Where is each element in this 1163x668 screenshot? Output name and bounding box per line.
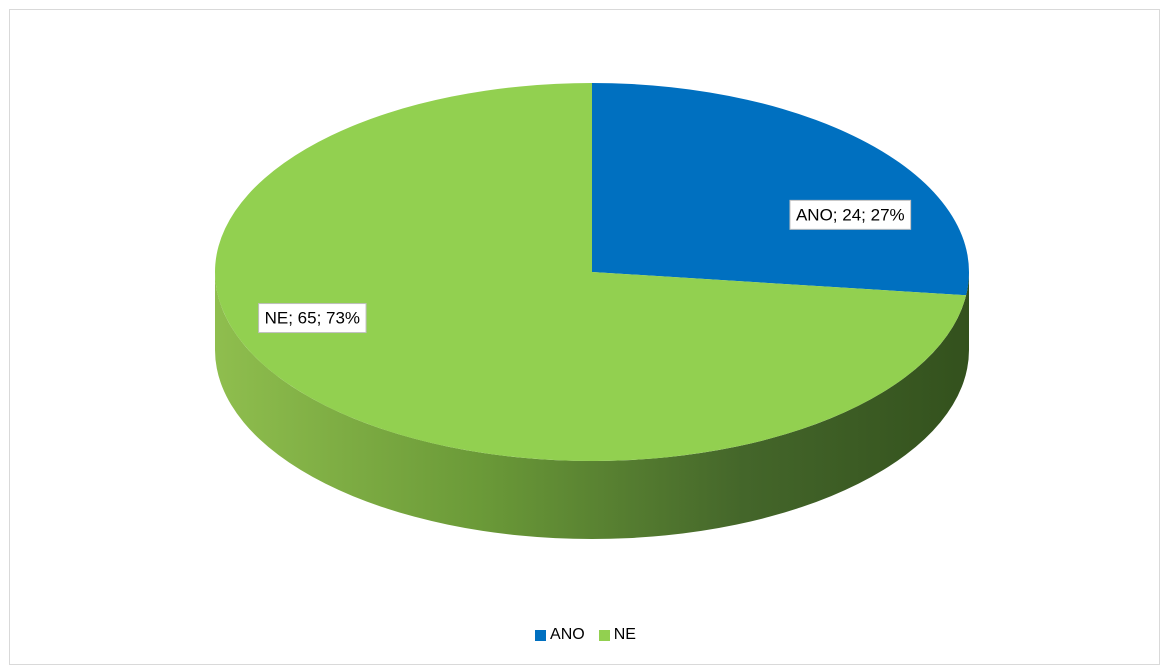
legend-item-ano: ANO bbox=[535, 626, 585, 644]
data-label-box-ne bbox=[258, 303, 367, 334]
legend-swatch-ne bbox=[598, 629, 610, 641]
pie-chart: ANO; 24; 27% NE; 65; 73% bbox=[215, 83, 969, 539]
legend-label-ne: NE bbox=[613, 626, 636, 643]
chart-legend: ANO NE bbox=[10, 626, 1161, 644]
data-label-ne: NE; 65; 73% bbox=[258, 303, 367, 334]
legend-label-ano: ANO bbox=[550, 626, 585, 643]
legend-item-ne: NE bbox=[598, 626, 636, 644]
pie-side-wall bbox=[215, 272, 969, 539]
pie-slice-ne bbox=[215, 83, 967, 461]
data-label-text-ano: ANO; 24; 27% bbox=[796, 205, 905, 224]
data-label-box-ano bbox=[789, 199, 912, 230]
pie-slice-ano bbox=[592, 83, 969, 296]
data-label-ano: ANO; 24; 27% bbox=[789, 199, 912, 230]
chart-area: ANO; 24; 27% NE; 65; 73% ANO NE bbox=[9, 9, 1160, 665]
data-label-text-ne: NE; 65; 73% bbox=[265, 309, 360, 328]
legend-swatch-ano bbox=[535, 629, 547, 641]
